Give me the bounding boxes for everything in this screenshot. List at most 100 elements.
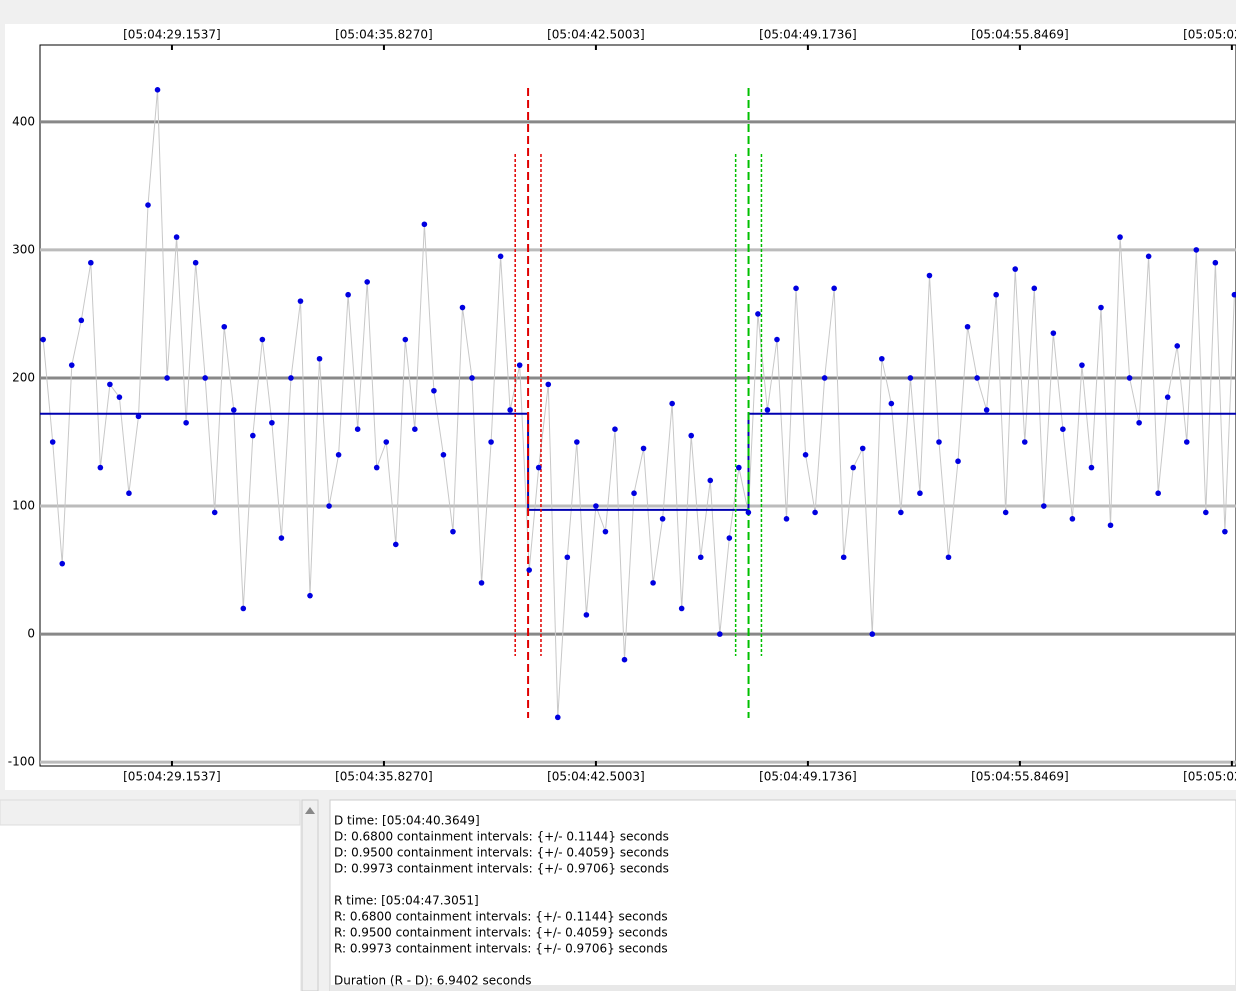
data-point (516, 362, 523, 368)
data-point (431, 387, 437, 394)
data-point (993, 291, 999, 298)
data-point (49, 439, 56, 445)
data-point (440, 452, 447, 458)
data-point (526, 567, 533, 573)
y-tick-label: 200 (12, 370, 35, 384)
data-point (145, 202, 151, 208)
data-point (859, 445, 866, 452)
data-point (545, 381, 552, 388)
x-tick-label: [05:04:35.8270] (335, 770, 433, 784)
x-tick-label: [05:04:49.1736] (759, 28, 857, 42)
data-point (183, 419, 189, 426)
fit-line (40, 412, 1236, 511)
data-point (1021, 439, 1028, 445)
data-point (907, 375, 914, 381)
data-point (850, 464, 857, 471)
data-point (354, 426, 361, 432)
data-point (1012, 266, 1019, 272)
report-line: D: 0.9500 containment intervals: {+/- 0.… (334, 846, 669, 860)
data-point (926, 272, 933, 279)
h-scrollbar[interactable] (330, 985, 1236, 991)
y-tick-label: 400 (12, 114, 35, 128)
data-point (68, 362, 75, 368)
data-point (211, 509, 218, 516)
data-point (697, 554, 704, 561)
plot-area (40, 87, 1236, 764)
data-point (221, 323, 228, 330)
y-tick-label: -100 (8, 755, 35, 769)
data-point (250, 432, 256, 439)
data-point (173, 234, 180, 240)
report-line: R: 0.6800 containment intervals: {+/- 0.… (334, 910, 668, 924)
data-point (192, 259, 199, 266)
data-point (612, 426, 618, 432)
data-point (78, 317, 85, 324)
data-point (745, 509, 752, 516)
left-panel (0, 800, 300, 991)
data-point (1222, 528, 1228, 535)
data-point (488, 439, 494, 445)
data-point (326, 503, 332, 509)
data-point (764, 407, 771, 413)
data-point (736, 464, 742, 471)
data-point (1174, 343, 1181, 349)
data-point (1031, 285, 1038, 292)
data-point (983, 407, 990, 413)
x-tick-label: [05:04:42.5003] (547, 770, 645, 784)
data-point (392, 541, 399, 548)
data-point (297, 298, 304, 304)
data-point (316, 355, 323, 362)
data-point (240, 605, 247, 612)
data-point (1079, 362, 1085, 368)
data-point (593, 503, 599, 509)
data-point (450, 528, 456, 535)
data-point (278, 535, 285, 541)
data-point (783, 516, 790, 522)
data-point (726, 535, 733, 541)
data-point (40, 336, 46, 343)
data-point (669, 400, 675, 407)
data-point (1069, 516, 1076, 522)
data-point (554, 714, 561, 721)
x-tick-label: [05:04:35.8270] (335, 28, 433, 42)
data-point (1002, 509, 1009, 516)
scroll-up-arrow[interactable] (305, 807, 315, 814)
x-tick-label: [05:05:02.5202] (1183, 770, 1236, 784)
data-point (1107, 522, 1114, 529)
data-point (335, 452, 342, 458)
data-point (1231, 291, 1236, 298)
data-point (459, 304, 466, 311)
report-line: D: 0.6800 containment intervals: {+/- 0.… (334, 830, 669, 844)
data-point (888, 400, 895, 407)
y-tick-label: 0 (27, 627, 35, 641)
data-point (583, 612, 590, 618)
data-point (707, 477, 714, 484)
data-point (793, 285, 799, 292)
data-point (421, 221, 428, 228)
scrollbar[interactable] (301, 799, 319, 991)
report-line: R: 0.9973 containment intervals: {+/- 0.… (334, 942, 668, 956)
data-point (107, 381, 113, 388)
data-point (230, 407, 237, 413)
data-point (1136, 419, 1142, 426)
data-point (1203, 509, 1209, 516)
data-point (1164, 394, 1171, 400)
data-point (345, 291, 351, 298)
data-point (154, 87, 161, 93)
report-line: D: 0.9973 containment intervals: {+/- 0.… (334, 862, 669, 876)
data-point (202, 375, 208, 381)
data-point (945, 554, 952, 561)
data-point (688, 432, 695, 439)
data-point (774, 336, 780, 343)
x-tick-label: [05:04:49.1736] (759, 770, 857, 784)
data-line (42, 89, 1235, 718)
data-point (802, 452, 809, 458)
data-point (402, 336, 409, 343)
data-point (97, 464, 104, 471)
data-point (840, 554, 847, 561)
data-point (964, 323, 971, 330)
data-point (1212, 259, 1219, 266)
x-tick-label: [05:04:55.8469] (971, 770, 1069, 784)
data-point (869, 631, 876, 637)
data-point (631, 490, 637, 497)
